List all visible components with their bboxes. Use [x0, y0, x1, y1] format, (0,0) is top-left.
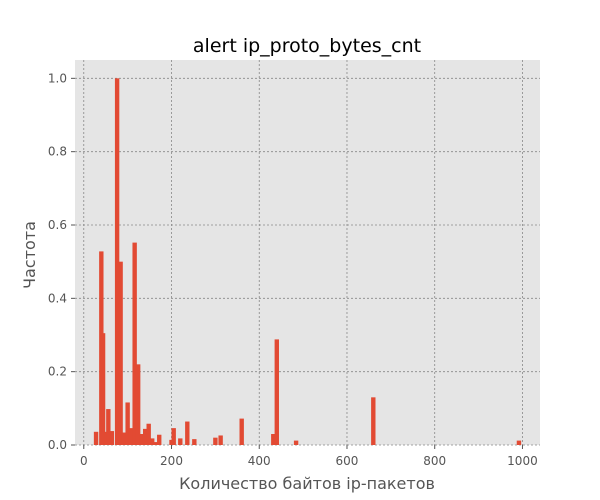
histogram-bar [128, 428, 134, 445]
histogram-bar [192, 439, 197, 445]
histogram-bar [135, 364, 141, 445]
histogram-bar [93, 431, 99, 445]
histogram-bar [153, 442, 158, 445]
histogram-bar [274, 339, 279, 445]
bars [93, 78, 522, 445]
histogram-bar [239, 418, 244, 445]
histogram-bar [157, 434, 162, 445]
histogram-bar [271, 434, 276, 445]
histogram-bar [132, 242, 137, 445]
histogram-bar [213, 437, 218, 445]
plot-background [75, 60, 540, 445]
histogram-bar [118, 261, 123, 445]
x-tick-label: 600 [336, 454, 359, 468]
histogram-bar [171, 428, 176, 445]
x-tick-label: 800 [423, 454, 446, 468]
histogram-bar [142, 428, 148, 445]
histogram-bar [106, 409, 111, 445]
histogram-bar [516, 440, 522, 445]
y-tick-label: 0.2 [48, 365, 67, 379]
x-axis-label: Количество байтов ip-пакетов [179, 474, 435, 493]
histogram-bar [121, 432, 127, 445]
y-tick-label: 0.6 [48, 218, 67, 232]
x-tick-label: 1000 [507, 454, 538, 468]
histogram-bar [139, 434, 144, 445]
histogram-bar [125, 402, 130, 445]
histogram-bar [150, 438, 155, 445]
histogram-bar [114, 78, 120, 445]
y-tick-label: 0.4 [48, 291, 67, 305]
histogram-bar [100, 333, 106, 445]
histogram-bar [371, 397, 376, 445]
y-tick-label: 0.8 [48, 145, 67, 159]
y-axis-label: Частота [20, 221, 39, 289]
histogram-bar [178, 438, 183, 445]
histogram-bar [146, 423, 151, 445]
histogram-bar [218, 435, 223, 445]
histogram-bar [293, 440, 299, 445]
x-tick-label: 200 [160, 454, 183, 468]
histogram-bar [109, 431, 115, 445]
x-tick-label: 400 [248, 454, 271, 468]
x-tick-label: 0 [80, 454, 88, 468]
y-tick-label: 1.0 [48, 71, 67, 85]
chart-title: alert ip_proto_bytes_cnt [193, 35, 421, 57]
y-tick-label: 0.0 [48, 438, 67, 452]
histogram-bar [185, 421, 190, 445]
axis-ticks: 0 200 400 600 800 1000 0.0 0.2 0.4 0.6 0.8 1.0 [48, 71, 538, 468]
